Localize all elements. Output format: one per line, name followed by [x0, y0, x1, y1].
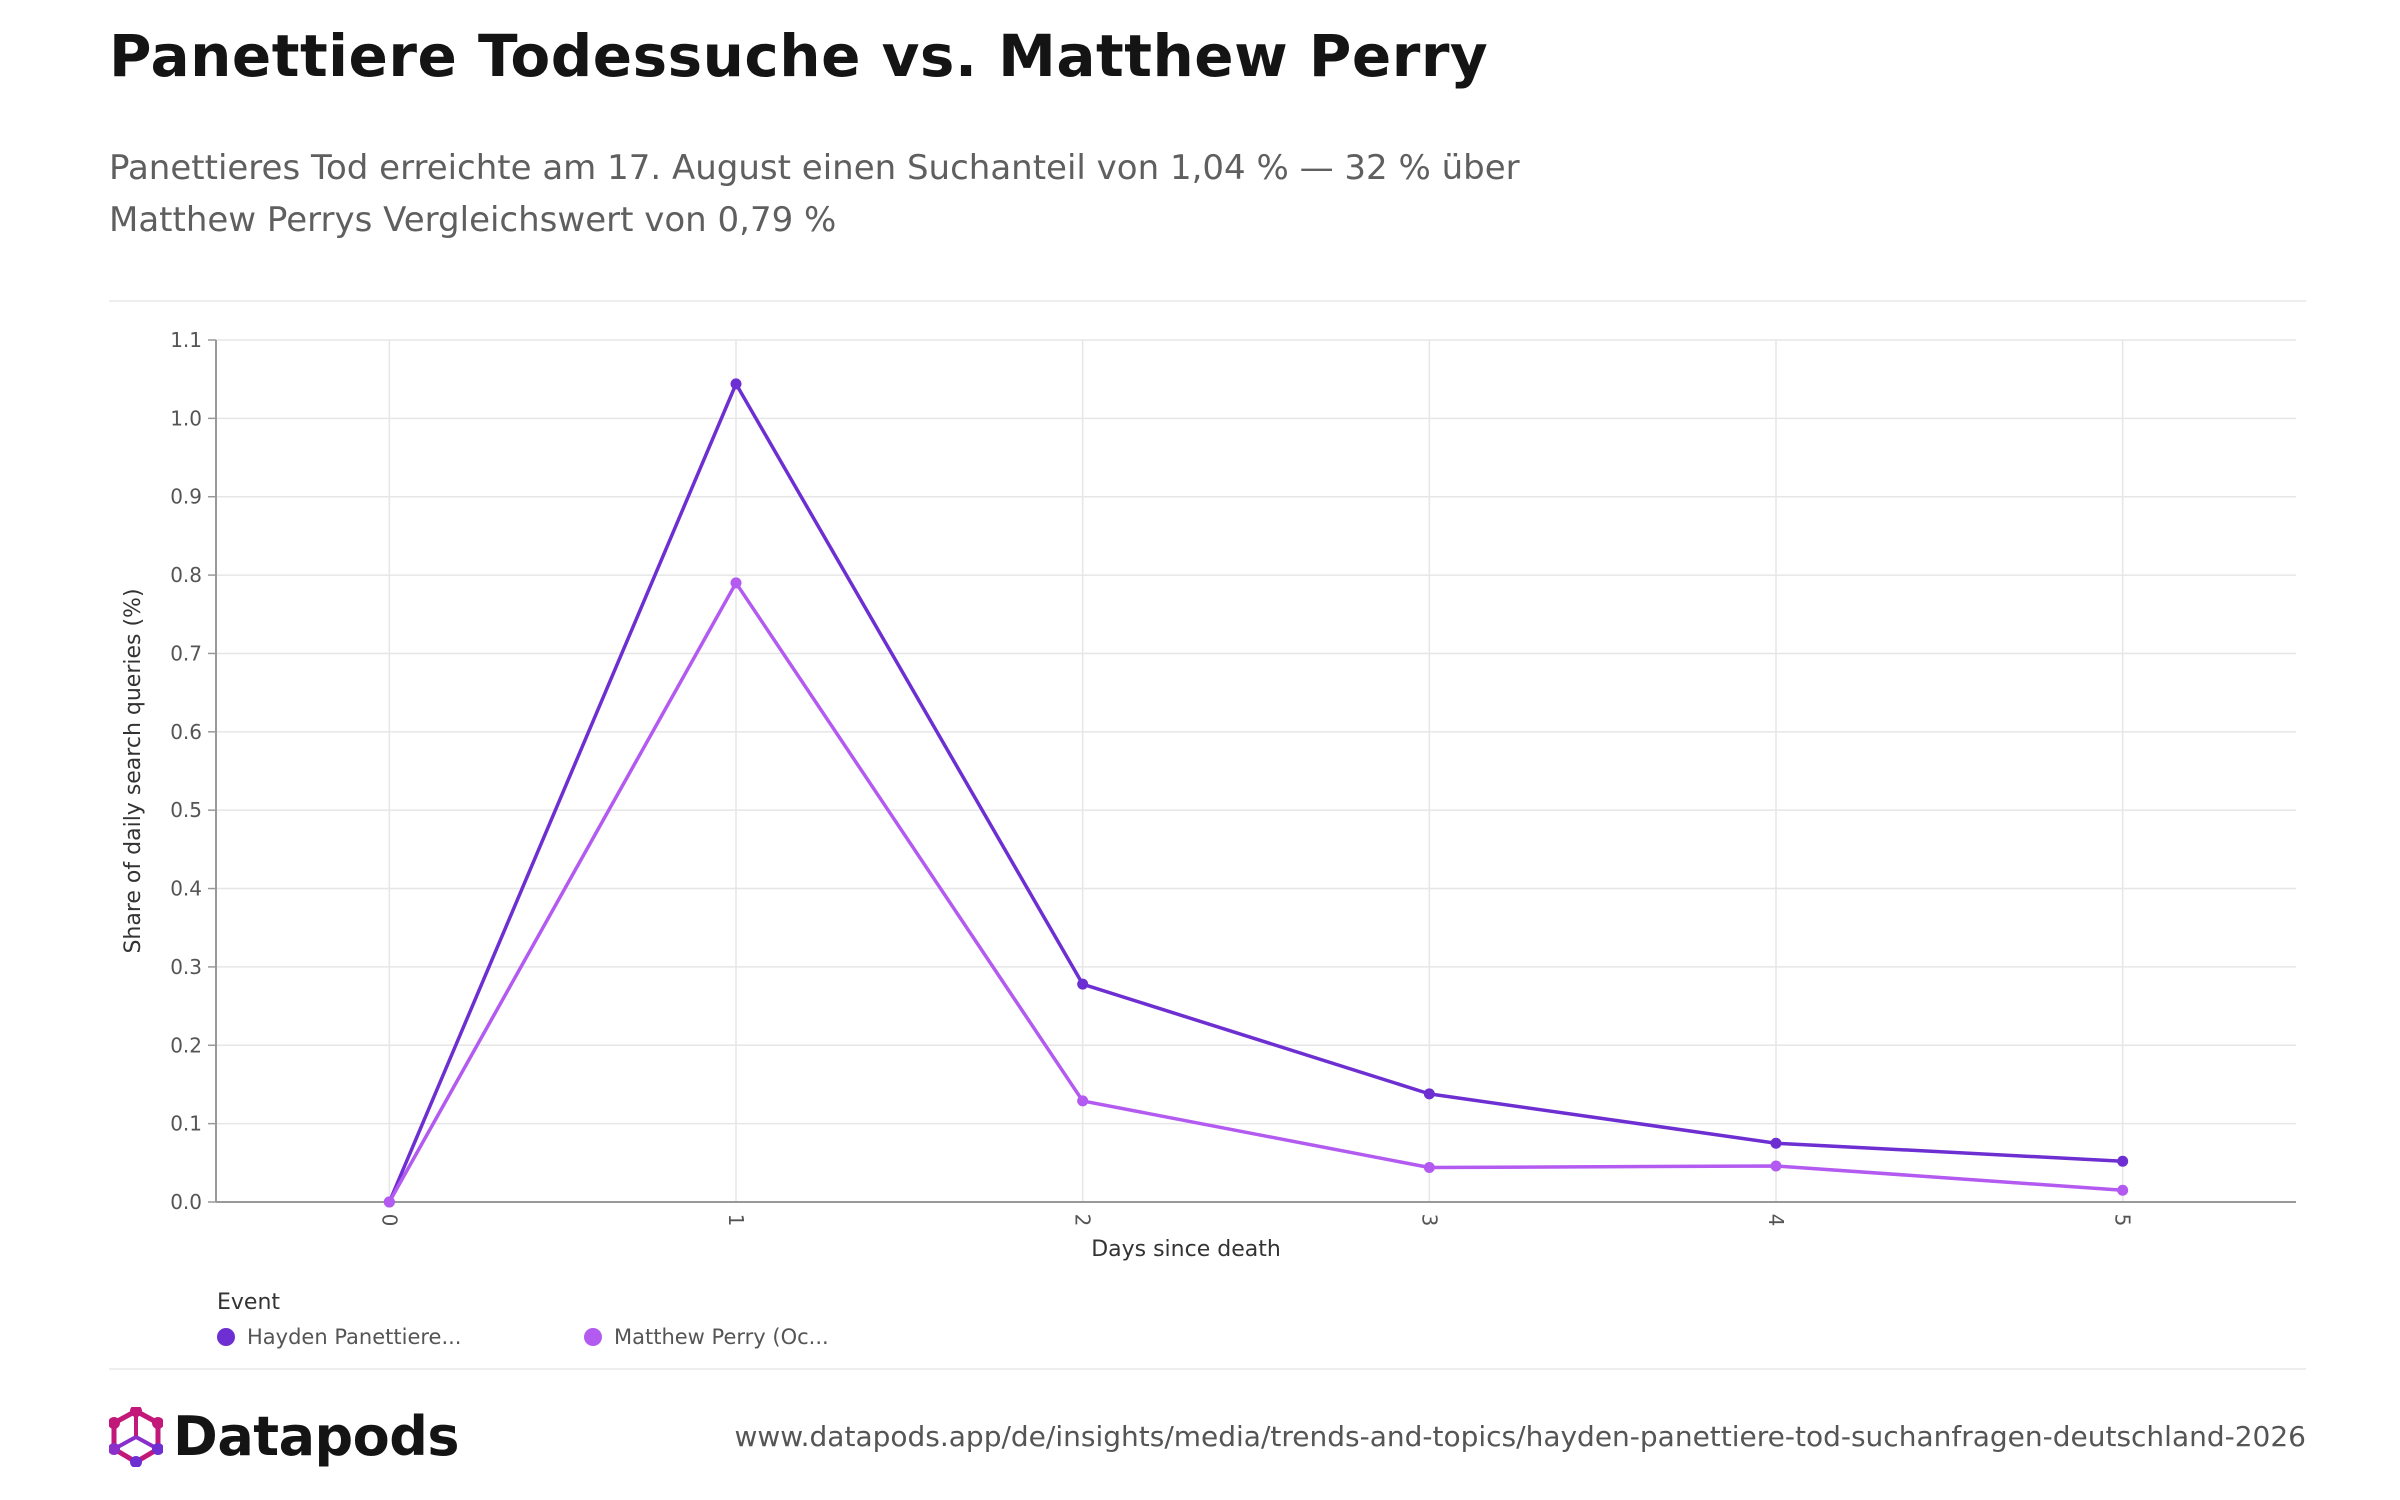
grid-lines [216, 339, 2296, 1203]
y-tick-label: 1.1 [170, 328, 202, 352]
data-point [730, 378, 742, 390]
y-tick-label: 0.5 [170, 798, 202, 822]
x-tick-label: 5 [2111, 1214, 2135, 1227]
source-url[interactable]: www.datapods.app/de/insights/media/trend… [734, 1420, 2307, 1453]
y-tick-label: 0.9 [170, 485, 202, 509]
legend-items: Hayden Panettiere... Matthew Perry (Oc... [217, 1325, 1017, 1355]
datapods-logo: Datapods [109, 1405, 460, 1468]
legend: Event Hayden Panettiere... Matthew Perry … [217, 1290, 1017, 1355]
series-lines [383, 378, 2129, 1208]
legend-dot-icon [217, 1328, 235, 1346]
brand-name: Datapods [173, 1405, 460, 1468]
data-point [1423, 1162, 1435, 1174]
axes [208, 339, 2296, 1203]
y-tick-label: 0.2 [170, 1033, 202, 1057]
x-tick-label: 3 [1417, 1214, 1441, 1227]
y-tick-label: 0.4 [170, 877, 202, 901]
legend-dot-icon [584, 1328, 602, 1346]
data-point [1423, 1088, 1435, 1100]
line-chart: 0.0 0.1 0.2 0.3 0.4 0.5 0.6 0.7 0.8 0.9 1.0 1.1 0 1 2 3… [121, 328, 2296, 1262]
legend-label: Matthew Perry (Oc... [614, 1325, 829, 1349]
data-point [1770, 1137, 1782, 1149]
series-line [387, 382, 2123, 1203]
x-tick-label: 2 [1071, 1214, 1095, 1227]
bottom-divider [109, 1368, 2306, 1370]
top-divider [109, 300, 2306, 302]
data-point [1077, 1095, 1089, 1107]
datapods-logo-icon [109, 1406, 163, 1467]
y-tick-label: 0.3 [170, 955, 202, 979]
x-tick-label: 0 [377, 1214, 401, 1227]
y-tick-label: 0.6 [170, 720, 202, 744]
legend-item[interactable]: Hayden Panettiere... [217, 1325, 461, 1349]
data-point [383, 1196, 395, 1208]
y-tick-label: 0.0 [170, 1190, 202, 1214]
data-point [730, 577, 742, 589]
data-point [2117, 1184, 2129, 1196]
series-line [387, 581, 2123, 1203]
y-axis-title: Share of daily search queries (%) [121, 588, 146, 953]
x-tick-label: 4 [1764, 1214, 1788, 1227]
series-1 [383, 378, 2129, 1208]
data-point [2117, 1155, 2129, 1167]
y-tick-label: 0.7 [170, 641, 202, 665]
legend-label: Hayden Panettiere... [247, 1325, 462, 1349]
chart-title: Panettiere Todessuche vs. Matthew Perry [109, 22, 1489, 90]
chart-subtitle: Panettieres Tod erreichte am 17. August … [109, 148, 1520, 240]
y-tick-label: 1.0 [170, 406, 202, 430]
data-point [1077, 978, 1089, 990]
y-tick-label: 0.1 [170, 1112, 202, 1136]
tick-labels: 0.0 0.1 0.2 0.3 0.4 0.5 0.6 0.7 0.8 0.9 1.0 1.1 0 1 2 3… [170, 328, 2134, 1226]
series-2 [383, 577, 2129, 1208]
data-point [1770, 1160, 1782, 1172]
legend-item[interactable]: Matthew Perry (Oc... [584, 1325, 829, 1349]
x-tick-label: 1 [724, 1214, 748, 1227]
legend-title: Event [217, 1290, 281, 1315]
x-axis-title: Days since death [1091, 1237, 1281, 1262]
y-tick-label: 0.8 [170, 563, 202, 587]
